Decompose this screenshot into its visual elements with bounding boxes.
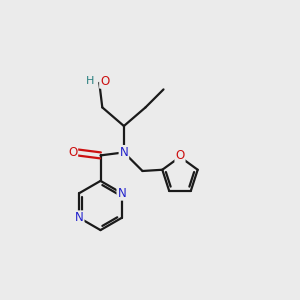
Text: N: N bbox=[117, 187, 126, 200]
Text: N: N bbox=[75, 211, 84, 224]
Text: O: O bbox=[68, 146, 77, 159]
Text: O: O bbox=[176, 149, 184, 162]
Text: H: H bbox=[85, 76, 94, 86]
Text: O: O bbox=[100, 75, 109, 88]
Text: N: N bbox=[119, 146, 128, 159]
